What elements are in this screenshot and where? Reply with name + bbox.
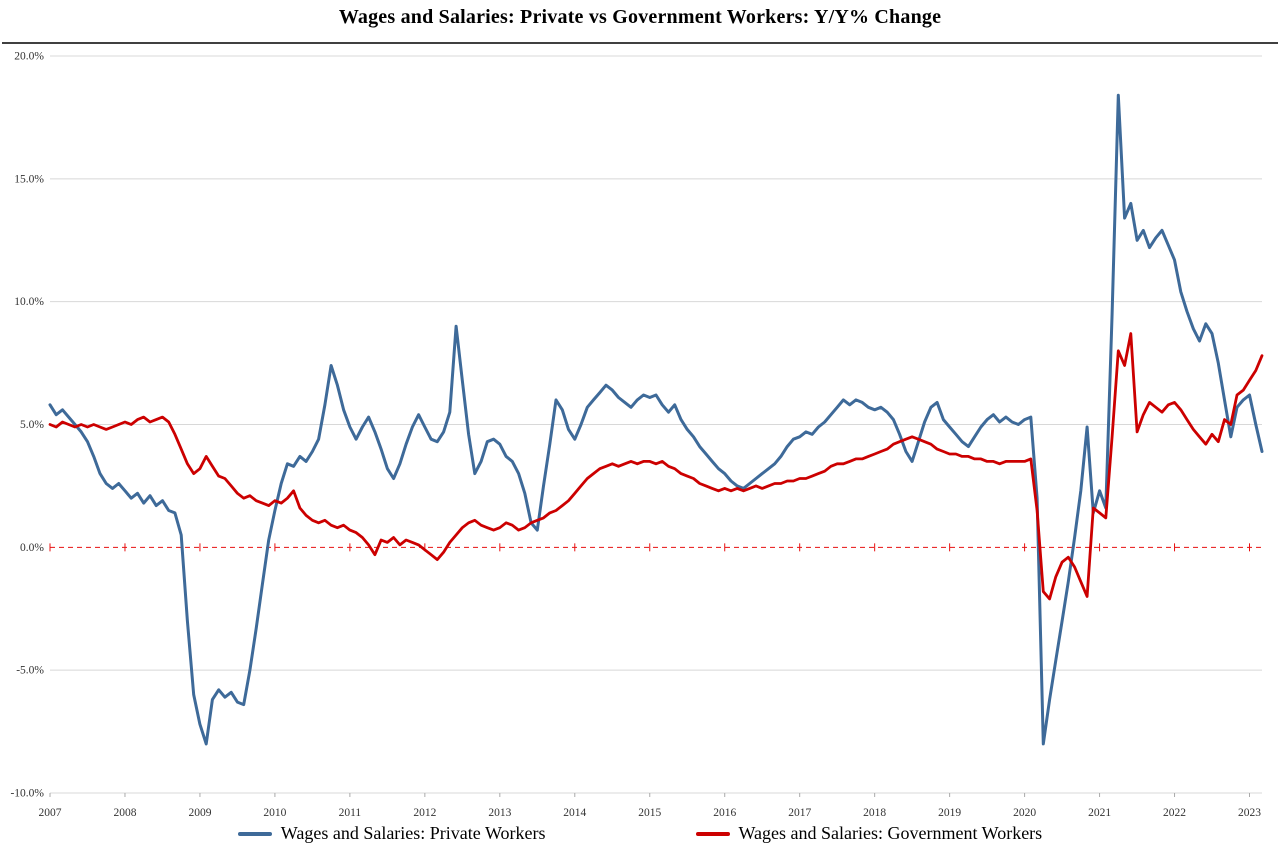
svg-text:2022: 2022	[1163, 807, 1186, 819]
zero-line	[49, 543, 1262, 552]
svg-text:2009: 2009	[188, 807, 211, 819]
svg-text:-10.0%: -10.0%	[10, 788, 44, 800]
svg-text:2023: 2023	[1238, 807, 1261, 819]
svg-text:2020: 2020	[1013, 807, 1036, 819]
svg-text:2016: 2016	[713, 807, 736, 819]
legend-item-private: Wages and Salaries: Private Workers	[237, 823, 546, 844]
svg-text:0.0%: 0.0%	[20, 542, 44, 554]
private-line-swatch	[237, 831, 272, 836]
x-axis-labels: 2007 2008 2009 2010 2011 2012 2013 2014 2015 2016…	[39, 793, 1261, 819]
legend: Wages and Salaries: Private Workers Wage…	[0, 823, 1280, 844]
svg-text:2018: 2018	[863, 807, 886, 819]
chart-title: Wages and Salaries: Private vs Governmen…	[338, 6, 942, 28]
gridlines	[50, 55, 1262, 794]
svg-text:5.0%: 5.0%	[20, 419, 44, 431]
svg-text:2019: 2019	[938, 807, 961, 819]
svg-text:2021: 2021	[1088, 807, 1111, 819]
y-axis-labels: 20.0% 15.0% 10.0% 5.0% 0.0% -5.0% -10.0%	[10, 51, 44, 800]
svg-text:10.0%: 10.0%	[14, 296, 44, 308]
government-series-line	[48, 332, 1264, 601]
svg-text:2011: 2011	[339, 807, 362, 819]
svg-text:2008: 2008	[113, 807, 136, 819]
series-lines	[48, 93, 1264, 746]
svg-text:-5.0%: -5.0%	[16, 665, 44, 677]
svg-text:2013: 2013	[488, 807, 511, 819]
svg-text:20.0%: 20.0%	[14, 51, 44, 63]
svg-text:2010: 2010	[263, 807, 286, 819]
svg-text:2012: 2012	[413, 807, 436, 819]
legend-label-government: Wages and Salaries: Government Workers	[738, 823, 1043, 843]
government-line-swatch	[695, 831, 730, 836]
legend-item-government: Wages and Salaries: Government Workers	[695, 823, 1043, 844]
svg-text:2014: 2014	[563, 807, 586, 819]
svg-text:2007: 2007	[39, 807, 62, 819]
private-series-line	[48, 93, 1264, 746]
svg-text:2015: 2015	[638, 807, 661, 819]
svg-text:15.0%: 15.0%	[14, 173, 44, 185]
svg-text:2017: 2017	[788, 807, 811, 819]
legend-label-private: Wages and Salaries: Private Workers	[280, 823, 546, 843]
